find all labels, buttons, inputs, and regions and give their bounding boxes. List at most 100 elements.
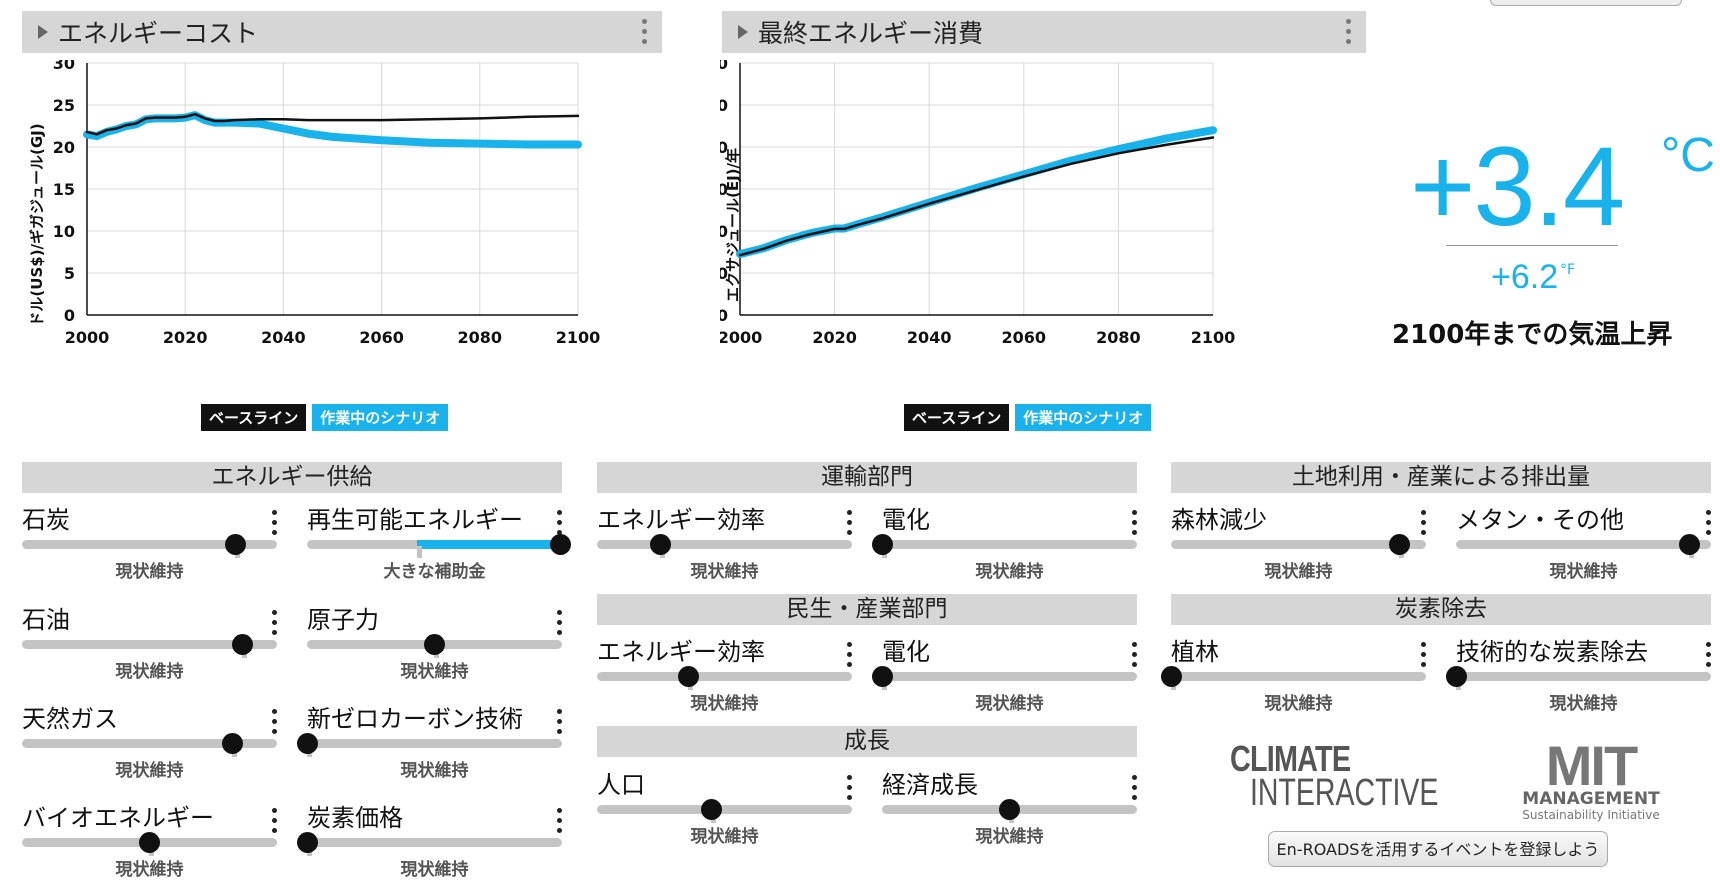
slider-handle[interactable] bbox=[650, 534, 672, 555]
temperature-fahrenheit-unit: °F bbox=[1560, 262, 1576, 278]
slider-track[interactable] bbox=[307, 838, 562, 847]
more-vertical-icon[interactable] bbox=[272, 510, 277, 535]
slider-methane[interactable]: メタン・その他 現状維持 bbox=[1456, 506, 1711, 582]
series-line-baseline[interactable] bbox=[738, 136, 1215, 257]
slider-track[interactable] bbox=[22, 540, 277, 549]
slider-handle[interactable] bbox=[678, 666, 700, 687]
x-tick-label: 2000 bbox=[65, 328, 110, 347]
climate-interactive-logo[interactable]: CLIMATE INTERACTIVE bbox=[1230, 738, 1438, 813]
y-axis-label: エクサジュール(EJ)/年 bbox=[724, 148, 742, 302]
slider-handle[interactable] bbox=[998, 799, 1020, 820]
more-vertical-icon[interactable] bbox=[557, 510, 562, 535]
temperature-celsius[interactable]: +3.4 bbox=[1410, 124, 1625, 249]
slider-handle[interactable] bbox=[872, 534, 893, 555]
slider-track[interactable] bbox=[597, 672, 852, 681]
top-button-edge[interactable] bbox=[1490, 0, 1682, 6]
more-vertical-icon[interactable] bbox=[557, 610, 562, 635]
section-buildings: 民生・産業部門 bbox=[597, 594, 1137, 625]
slider-carbon-price[interactable]: 炭素価格 現状維持 bbox=[297, 804, 562, 880]
more-vertical-icon[interactable] bbox=[1344, 19, 1352, 44]
more-vertical-icon[interactable] bbox=[272, 709, 277, 734]
slider-handle[interactable] bbox=[1388, 534, 1410, 555]
slider-track[interactable] bbox=[1171, 540, 1426, 549]
energy-cost-header[interactable]: エネルギーコスト bbox=[22, 11, 662, 53]
slider-new-zero-carbon[interactable]: 新ゼロカーボン技術 現状維持 bbox=[297, 705, 562, 781]
slider-natural-gas[interactable]: 天然ガス 現状維持 bbox=[22, 705, 277, 781]
final-energy-header[interactable]: 最終エネルギー消費 bbox=[722, 11, 1366, 53]
slider-tech-removal[interactable]: 技術的な炭素除去 現状維持 bbox=[1446, 638, 1711, 714]
mit-management-logo[interactable]: MIT MANAGEMENT Sustainability Initiative bbox=[1516, 738, 1666, 823]
slider-nuclear[interactable]: 原子力 現状維持 bbox=[307, 606, 562, 682]
slider-handle[interactable] bbox=[224, 534, 246, 555]
slider-handle[interactable] bbox=[872, 666, 893, 687]
slider-status: 大きな補助金 bbox=[383, 562, 486, 582]
slider-deforestation[interactable]: 森林減少 現状維持 bbox=[1171, 506, 1426, 582]
more-vertical-icon[interactable] bbox=[557, 808, 562, 833]
slider-track[interactable] bbox=[22, 739, 277, 748]
slider-coal[interactable]: 石炭 現状維持 bbox=[22, 506, 277, 582]
logo-text-management: MANAGEMENT bbox=[1522, 789, 1660, 809]
slider-track[interactable] bbox=[1456, 672, 1711, 681]
more-vertical-icon[interactable] bbox=[1706, 510, 1711, 535]
slider-label: エネルギー効率 bbox=[597, 506, 765, 534]
more-vertical-icon[interactable] bbox=[847, 775, 852, 800]
slider-handle[interactable] bbox=[221, 733, 243, 754]
more-vertical-icon[interactable] bbox=[847, 642, 852, 667]
register-event-button[interactable]: En-ROADSを活用するイベントを登録しよう bbox=[1268, 831, 1608, 867]
slider-handle[interactable] bbox=[423, 634, 445, 655]
slider-handle[interactable] bbox=[138, 832, 160, 853]
legend-current-scenario[interactable]: 作業中のシナリオ bbox=[1015, 404, 1152, 431]
slider-track[interactable] bbox=[597, 540, 852, 549]
slider-track[interactable] bbox=[1456, 540, 1711, 549]
legend-baseline[interactable]: ベースライン bbox=[904, 404, 1010, 431]
y-tick-label: 20 bbox=[53, 138, 75, 157]
series-line-baseline[interactable] bbox=[85, 112, 580, 136]
slider-track[interactable] bbox=[882, 672, 1137, 681]
y-tick-label: 5 bbox=[64, 264, 75, 283]
slider-fill bbox=[416, 540, 560, 549]
more-vertical-icon[interactable] bbox=[272, 610, 277, 635]
slider-handle[interactable] bbox=[700, 799, 722, 820]
slider-track[interactable] bbox=[597, 805, 852, 814]
slider-population[interactable]: 人口 現状維持 bbox=[597, 771, 852, 847]
more-vertical-icon[interactable] bbox=[1132, 642, 1137, 667]
slider-track[interactable] bbox=[1171, 672, 1426, 681]
legend-current-scenario[interactable]: 作業中のシナリオ bbox=[312, 404, 449, 431]
more-vertical-icon[interactable] bbox=[1421, 510, 1426, 535]
slider-track[interactable] bbox=[307, 739, 562, 748]
more-vertical-icon[interactable] bbox=[272, 808, 277, 833]
slider-oil[interactable]: 石油 現状維持 bbox=[22, 606, 277, 682]
more-vertical-icon[interactable] bbox=[847, 510, 852, 535]
legend-baseline[interactable]: ベースライン bbox=[201, 404, 307, 431]
slider-handle[interactable] bbox=[1678, 534, 1700, 555]
more-vertical-icon[interactable] bbox=[1132, 510, 1137, 535]
collapse-triangle-icon[interactable] bbox=[38, 25, 48, 39]
slider-renewables[interactable]: 再生可能エネルギー 大きな補助金 bbox=[307, 506, 571, 582]
slider-transport-electrification[interactable]: 電化 現状維持 bbox=[872, 506, 1137, 582]
more-vertical-icon[interactable] bbox=[1706, 642, 1711, 667]
slider-transport-efficiency[interactable]: エネルギー効率 現状維持 bbox=[597, 506, 852, 582]
slider-buildings-electrification[interactable]: 電化 現状維持 bbox=[872, 638, 1137, 714]
y-tick-label: 400 bbox=[720, 222, 728, 241]
slider-handle[interactable] bbox=[297, 832, 318, 853]
x-tick-label: 2100 bbox=[556, 328, 601, 347]
slider-label: メタン・その他 bbox=[1456, 506, 1624, 534]
slider-handle[interactable] bbox=[232, 634, 254, 655]
slider-track[interactable] bbox=[22, 640, 277, 649]
more-vertical-icon[interactable] bbox=[557, 709, 562, 734]
slider-handle[interactable] bbox=[1161, 666, 1182, 687]
more-vertical-icon[interactable] bbox=[640, 19, 648, 44]
logo-text-climate: CLIMATE bbox=[1230, 738, 1351, 779]
more-vertical-icon[interactable] bbox=[1132, 775, 1137, 800]
slider-handle[interactable] bbox=[1446, 666, 1467, 687]
slider-label: 電化 bbox=[882, 638, 930, 666]
more-vertical-icon[interactable] bbox=[1421, 642, 1426, 667]
slider-afforestation[interactable]: 植林 現状維持 bbox=[1161, 638, 1426, 714]
slider-handle[interactable] bbox=[550, 534, 571, 555]
slider-handle[interactable] bbox=[297, 733, 318, 754]
slider-buildings-efficiency[interactable]: エネルギー効率 現状維持 bbox=[597, 638, 852, 714]
slider-track[interactable] bbox=[882, 540, 1137, 549]
slider-bioenergy[interactable]: バイオエネルギー 現状維持 bbox=[22, 804, 277, 880]
slider-economic-growth[interactable]: 経済成長 現状維持 bbox=[882, 771, 1137, 847]
collapse-triangle-icon[interactable] bbox=[738, 25, 748, 39]
